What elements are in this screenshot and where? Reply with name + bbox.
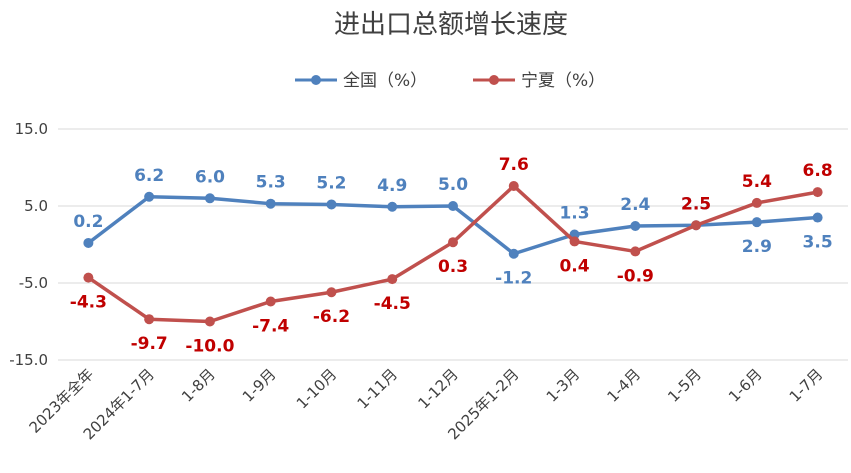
data-point [83, 237, 94, 248]
data-label: 6.0 [195, 167, 225, 187]
data-point [83, 272, 94, 283]
data-label: 2.5 [681, 194, 711, 214]
data-label: 0.4 [559, 256, 589, 276]
data-label: 4.9 [377, 176, 407, 196]
data-label: 3.5 [803, 233, 833, 253]
legend-marker-national [311, 75, 321, 85]
x-tick-label: 1-10月 [293, 365, 340, 412]
data-label: 1.3 [559, 203, 589, 223]
data-label: -6.2 [313, 307, 350, 327]
data-label: 2.4 [620, 195, 650, 215]
plot-area: 0.2 6.2 6.0 5.3 5.2 4.9 5.0 -1.2 1.3 2.4 2.5 2.9 3.5… [70, 155, 833, 357]
data-point [508, 180, 519, 191]
data-point [630, 221, 641, 232]
y-tick-label: -15.0 [9, 351, 48, 369]
data-point [508, 248, 519, 259]
data-point [326, 287, 337, 298]
data-label: -10.0 [185, 337, 234, 357]
data-label: 2.9 [742, 237, 772, 257]
data-point [630, 246, 641, 257]
chart-title: 进出口总额增长速度 [334, 10, 568, 40]
legend-marker-ningxia [489, 75, 499, 85]
data-point [326, 199, 337, 210]
y-tick-label: -5.0 [19, 274, 48, 292]
legend: 全国（%） 宁夏（%） [295, 71, 605, 91]
data-point [448, 237, 458, 248]
gridlines [58, 128, 848, 361]
data-label: -4.5 [374, 294, 411, 314]
data-label: 5.3 [256, 173, 286, 193]
y-axis: 15.0 5.0 -5.0 -15.0 [9, 120, 48, 369]
data-point [448, 201, 458, 211]
data-point [144, 314, 155, 325]
x-tick-label: 1-4月 [603, 365, 644, 406]
data-point [812, 212, 823, 223]
data-point [144, 191, 155, 202]
data-label: 0.3 [438, 257, 468, 277]
y-tick-label: 15.0 [15, 120, 48, 138]
data-label: 5.4 [742, 172, 772, 192]
data-point [265, 198, 276, 209]
data-label: 6.2 [134, 166, 164, 186]
data-label: 7.6 [499, 155, 529, 175]
data-point [751, 217, 762, 228]
legend-label-ningxia: 宁夏（%） [521, 71, 605, 91]
data-point [387, 201, 398, 212]
data-label: -0.9 [617, 266, 654, 286]
x-tick-label: 1-7月 [786, 365, 827, 406]
data-point [387, 274, 398, 285]
x-tick-label: 1-12月 [414, 365, 461, 412]
data-point [204, 316, 215, 327]
data-label: 6.8 [803, 161, 833, 181]
x-tick-label: 1-5月 [664, 365, 705, 406]
data-point [812, 187, 823, 198]
x-tick-label: 1-8月 [178, 365, 219, 406]
data-label: 5.0 [438, 175, 468, 195]
data-label: 2.5 [681, 194, 711, 214]
x-tick-label: 1-11月 [354, 365, 401, 412]
legend-label-national: 全国（%） [343, 71, 427, 91]
data-label: -4.3 [70, 293, 107, 313]
data-point [265, 296, 276, 307]
y-tick-label: 5.0 [24, 197, 48, 215]
x-tick-label: 1-6月 [725, 365, 766, 406]
data-label: -1.2 [495, 269, 532, 289]
data-label: 0.2 [73, 212, 103, 232]
x-tick-label: 1-9月 [239, 365, 280, 406]
data-label: -7.4 [252, 316, 289, 336]
data-point [691, 220, 702, 231]
data-point [751, 197, 762, 208]
x-tick-label: 1-3月 [543, 365, 584, 406]
data-point [204, 193, 215, 204]
data-label: -9.7 [131, 334, 168, 354]
data-label: 5.2 [316, 173, 346, 193]
data-point [569, 236, 580, 247]
